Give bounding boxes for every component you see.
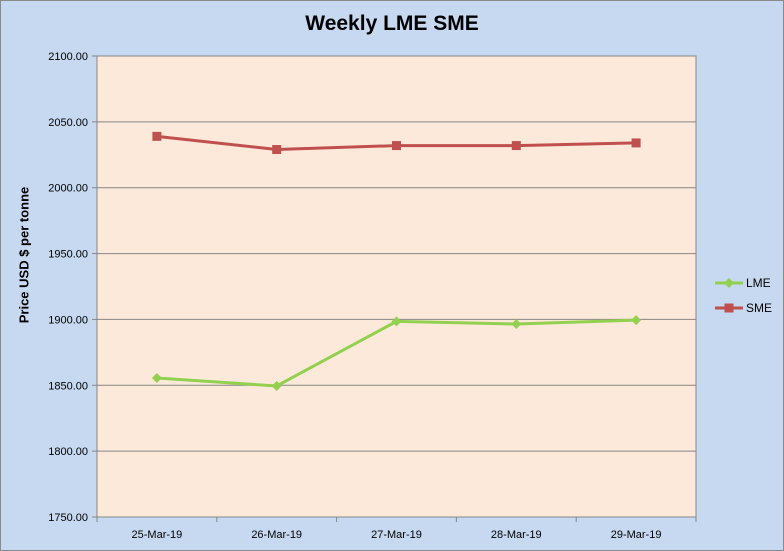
- legend-label-sme: SME: [746, 301, 772, 315]
- y-tick-label: 1850.00: [48, 380, 88, 392]
- legend-marker-lme: [724, 278, 734, 288]
- data-point-lme: [151, 373, 162, 384]
- x-tick-label: 25-Mar-19: [132, 529, 183, 541]
- chart-title: Weekly LME SME: [305, 12, 479, 35]
- y-tick-label: 1950.00: [48, 249, 88, 261]
- gridlines: [97, 55, 696, 518]
- y-tick-label: 2100.00: [48, 51, 88, 63]
- legend-label-lme: LME: [746, 276, 771, 290]
- y-tick-label: 1800.00: [48, 446, 88, 458]
- y-axis-ticks: 1750.00 1800.00 1850.00 1900.00 1950.00 2000.…: [48, 51, 97, 524]
- y-tick-label: 1750.00: [48, 512, 88, 524]
- x-tick-label: 27-Mar-19: [371, 529, 422, 541]
- legend-marker-sme: [724, 303, 734, 313]
- data-point-lme: [631, 315, 642, 326]
- x-tick-label: 28-Mar-19: [491, 529, 542, 541]
- data-point-lme: [511, 319, 522, 330]
- plot-area: [96, 55, 697, 518]
- data-point-sme: [272, 145, 282, 155]
- series-lme: [151, 315, 642, 391]
- data-point-sme: [631, 138, 641, 148]
- legend-item-lme: LME: [715, 276, 771, 290]
- data-point-sme: [392, 141, 401, 151]
- x-axis-ticks: 25-Mar-19 26-Mar-19 27-Mar-19 28-Mar-19 29-M…: [96, 517, 697, 541]
- legend: LME SME: [715, 276, 772, 315]
- series-group: [151, 131, 642, 391]
- series-sme: [152, 131, 641, 155]
- x-tick-label: 29-Mar-19: [611, 529, 662, 541]
- data-point-sme: [511, 141, 521, 151]
- y-tick-label: 2000.00: [48, 183, 88, 195]
- data-point-lme: [391, 316, 402, 327]
- data-point-lme: [271, 380, 282, 391]
- y-tick-label: 2050.00: [48, 117, 88, 129]
- y-tick-label: 1900.00: [48, 314, 88, 326]
- legend-item-sme: SME: [715, 301, 772, 315]
- x-tick-label: 26-Mar-19: [251, 529, 302, 541]
- data-point-sme: [152, 131, 162, 141]
